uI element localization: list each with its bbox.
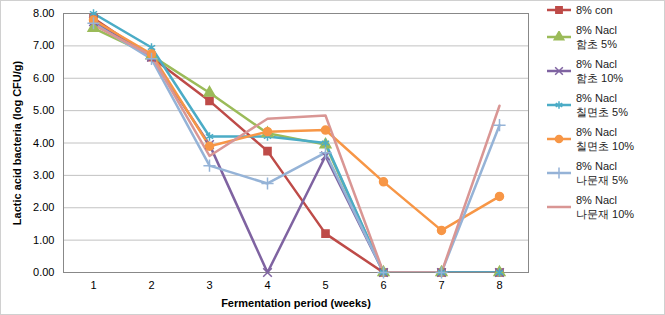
svg-text:7.00: 7.00	[33, 39, 54, 51]
html-text:8% Nacl: 8% Nacl	[576, 92, 617, 104]
svg-text:3: 3	[206, 279, 212, 291]
html-text:나문재 5%: 나문재 5%	[576, 174, 628, 186]
svg-text:3.00: 3.00	[33, 169, 54, 181]
html-text:8% Nacl: 8% Nacl	[576, 126, 617, 138]
svg-text:7: 7	[438, 279, 444, 291]
html-text:칠면초 5%: 칠면초 5%	[576, 106, 628, 118]
svg-text:8: 8	[496, 279, 502, 291]
svg-text:Fermentation period (weeks): Fermentation period (weeks)	[221, 297, 371, 309]
svg-text:5: 5	[322, 279, 328, 291]
svg-text:1.00: 1.00	[33, 234, 54, 246]
svg-text:1: 1	[90, 279, 96, 291]
svg-text:4.00: 4.00	[33, 137, 54, 149]
svg-text:2.00: 2.00	[33, 201, 54, 213]
html-text:칠면초 10%: 칠면초 10%	[576, 140, 635, 152]
html-text:8% con: 8% con	[576, 4, 613, 16]
html-text:8% Nacl: 8% Nacl	[576, 24, 617, 36]
svg-text:Lactic acid bacteria (log CFU/: Lactic acid bacteria (log CFU/g)	[11, 60, 23, 225]
html-text:함초 5%: 함초 5%	[576, 38, 617, 50]
html-text:함초 10%: 함초 10%	[576, 72, 624, 84]
html-text:8% Nacl: 8% Nacl	[576, 194, 617, 206]
svg-text:8.00: 8.00	[33, 7, 54, 19]
html-text:나문재 10%: 나문재 10%	[576, 208, 635, 220]
svg-text:6.00: 6.00	[33, 72, 54, 84]
svg-text:0.00: 0.00	[33, 266, 54, 278]
html-text:8% Nacl: 8% Nacl	[576, 58, 617, 70]
svg-text:4: 4	[264, 279, 270, 291]
svg-text:5.00: 5.00	[33, 104, 54, 116]
html-text:8% Nacl: 8% Nacl	[576, 160, 617, 172]
svg-text:2: 2	[148, 279, 154, 291]
svg-text:6: 6	[380, 279, 386, 291]
